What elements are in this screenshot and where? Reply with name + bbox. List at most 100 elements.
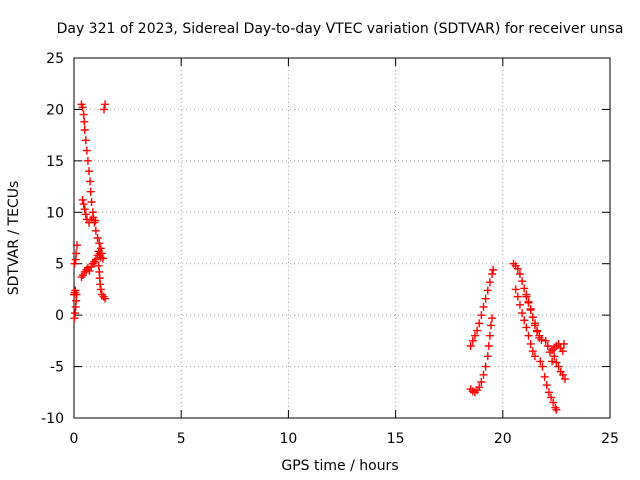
data-point xyxy=(80,205,89,214)
data-point xyxy=(548,357,557,366)
data-point xyxy=(484,342,493,350)
data-point xyxy=(537,335,546,344)
data-point xyxy=(533,327,542,336)
data-point xyxy=(477,378,486,386)
data-point xyxy=(547,393,556,402)
data-point xyxy=(515,270,524,278)
series-late-tracks xyxy=(466,259,569,414)
data-point xyxy=(81,136,90,145)
data-point xyxy=(544,388,553,397)
y-tick-label: -10 xyxy=(41,411,64,427)
data-point xyxy=(483,352,492,361)
data-point xyxy=(78,103,87,112)
chart-title: Day 321 of 2023, Sidereal Day-to-day VTE… xyxy=(57,21,624,37)
data-point xyxy=(96,285,105,294)
data-point xyxy=(558,347,567,356)
data-point xyxy=(518,277,527,286)
data-point xyxy=(479,370,488,379)
data-points xyxy=(70,100,569,414)
y-tick-label: -5 xyxy=(50,360,64,376)
data-point xyxy=(72,249,81,258)
y-tick-label: 0 xyxy=(55,308,64,324)
data-point xyxy=(485,331,494,340)
data-point xyxy=(466,342,475,350)
data-point xyxy=(470,331,479,340)
data-point xyxy=(526,339,535,348)
data-point xyxy=(101,294,110,303)
data-point xyxy=(87,198,96,206)
data-point xyxy=(483,286,492,295)
data-point xyxy=(468,336,477,345)
data-point xyxy=(526,306,535,314)
data-point xyxy=(522,292,531,301)
data-point xyxy=(513,292,522,301)
data-point xyxy=(558,370,567,379)
data-point xyxy=(83,156,92,165)
data-point xyxy=(549,398,558,407)
data-point xyxy=(552,405,561,414)
data-point xyxy=(543,342,552,350)
data-point xyxy=(78,195,87,204)
data-point xyxy=(520,284,529,293)
data-point xyxy=(511,285,520,294)
y-tick-label: 15 xyxy=(46,154,64,170)
data-point xyxy=(93,234,102,242)
data-point xyxy=(91,216,100,225)
data-point xyxy=(80,126,89,134)
data-point xyxy=(520,316,529,325)
data-point xyxy=(100,105,109,114)
data-point xyxy=(91,255,100,264)
y-tick-label: 20 xyxy=(46,102,64,118)
data-point xyxy=(550,352,559,361)
data-point xyxy=(71,286,80,295)
data-point xyxy=(473,326,482,335)
data-point xyxy=(522,323,531,332)
data-point xyxy=(528,347,537,356)
data-point xyxy=(95,249,104,258)
data-point xyxy=(541,336,550,345)
data-point xyxy=(477,311,486,320)
y-tick-label: 25 xyxy=(46,51,64,67)
gridlines xyxy=(74,58,610,418)
data-point xyxy=(488,270,497,278)
x-axis-label: GPS time / hours xyxy=(281,458,398,474)
data-point xyxy=(95,239,104,248)
y-axis: -10 -5 0 5 10 15 20 25 xyxy=(41,51,610,427)
data-point xyxy=(80,117,89,126)
data-point xyxy=(559,339,568,348)
data-point xyxy=(481,294,490,303)
series-early-tracks xyxy=(70,100,110,323)
data-point xyxy=(99,292,108,301)
data-point xyxy=(475,383,484,392)
data-point xyxy=(73,241,82,250)
data-point xyxy=(485,278,494,287)
data-point xyxy=(79,110,88,119)
x-tick-label: 5 xyxy=(177,431,186,447)
data-point xyxy=(536,357,545,366)
data-point xyxy=(85,167,94,176)
data-point xyxy=(524,298,533,307)
data-point xyxy=(86,187,95,196)
data-point xyxy=(515,300,524,309)
data-point xyxy=(530,352,539,361)
y-tick-label: 10 xyxy=(46,205,64,221)
y-axis-label: SDTVAR / TECUs xyxy=(6,181,22,296)
data-point xyxy=(524,331,533,340)
data-point xyxy=(540,372,549,381)
data-point xyxy=(85,266,94,275)
data-point xyxy=(518,309,527,318)
data-point xyxy=(475,319,484,328)
data-point xyxy=(96,253,105,262)
x-tick-label: 10 xyxy=(279,431,297,447)
data-point xyxy=(535,331,544,340)
data-point xyxy=(81,210,90,219)
data-point xyxy=(528,313,537,322)
data-point xyxy=(79,200,88,209)
plot-area-border xyxy=(73,57,611,419)
data-point xyxy=(552,358,561,367)
data-point xyxy=(554,362,563,371)
data-point xyxy=(91,226,100,235)
data-point xyxy=(542,381,551,390)
x-tick-label: 0 xyxy=(70,431,79,447)
y-tick-label: 5 xyxy=(55,257,64,273)
